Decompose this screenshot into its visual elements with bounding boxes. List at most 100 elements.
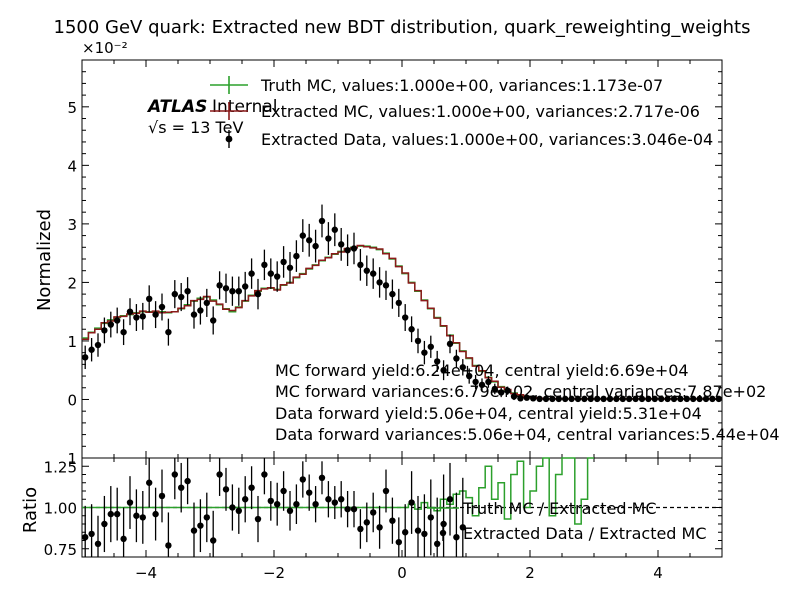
main-data-point <box>683 395 690 403</box>
ratio-data-point <box>178 484 185 491</box>
ratio-data-point <box>408 499 415 506</box>
main-data-point <box>632 395 639 403</box>
x-tick-label: 4 <box>653 564 663 582</box>
ratio-data-point <box>363 519 370 526</box>
ratio-data-point <box>286 507 294 514</box>
ratio-data-point <box>88 530 95 538</box>
main-y-axis-label: Normalized <box>34 209 55 311</box>
main-data-point <box>203 299 210 307</box>
ratio-data-point <box>293 501 300 508</box>
main-data-point <box>613 395 620 403</box>
main-data-point <box>331 226 338 233</box>
main-data-point <box>306 237 313 244</box>
main-data-point <box>587 395 594 403</box>
main-data-point <box>216 282 223 289</box>
main-data-point <box>165 328 172 336</box>
main-data-point <box>267 270 274 277</box>
main-data-point <box>491 385 498 393</box>
main-data-point <box>299 232 306 239</box>
ratio-legend-label: Truth MC / Extracted MC <box>462 499 657 518</box>
ratio-data-point <box>114 510 121 518</box>
main-data-point <box>210 317 217 324</box>
main-data-point <box>242 283 249 290</box>
ratio-data-point <box>229 504 236 511</box>
atlas-branding: ATLAS Internal √s = 13 TeV <box>146 97 278 137</box>
main-data-point <box>402 314 409 321</box>
ratio-data-point <box>350 505 358 513</box>
ratio-data-point <box>389 517 396 524</box>
ratio-data-point <box>203 514 210 521</box>
main-data-point <box>222 285 230 292</box>
x-tick-label: 0 <box>397 564 407 582</box>
y-tick-label: 1 <box>67 450 77 468</box>
main-data-point <box>114 317 121 324</box>
ratio-y-ticks: 0.75 1.00 1.25 <box>44 457 722 559</box>
y-tick-label: 2 <box>67 274 77 292</box>
main-data-point <box>370 270 377 277</box>
ratio-data-point <box>190 527 198 534</box>
main-data-point <box>626 395 633 403</box>
main-data-point <box>594 395 601 403</box>
main-data-point <box>126 308 134 315</box>
main-series <box>82 204 722 403</box>
main-data-point <box>261 261 268 269</box>
main-data-point <box>312 242 319 250</box>
ratio-data-point <box>248 484 255 491</box>
main-data-point <box>274 273 281 280</box>
main-data-point <box>472 378 479 386</box>
ratio-data-point <box>267 497 274 505</box>
ratio-data-point <box>139 514 146 521</box>
annotation-data-variances: Data forward variances:5.06e+04, central… <box>275 425 780 444</box>
main-data-point <box>427 343 434 350</box>
main-data-point <box>600 395 607 403</box>
main-data-point <box>139 313 146 320</box>
ratio-data-point <box>210 537 217 544</box>
main-data-point <box>350 245 358 252</box>
ratio-data-point <box>101 520 108 528</box>
ratio-data-point <box>216 471 223 478</box>
ratio-data-point <box>184 477 191 485</box>
main-data-point <box>709 395 716 403</box>
main-data-point <box>235 287 242 295</box>
y-tick-label: 0 <box>67 391 77 409</box>
main-data-point <box>562 395 569 403</box>
ratio-data-point <box>94 540 102 547</box>
main-data-point <box>101 327 108 334</box>
main-data-point <box>690 395 697 403</box>
main-data-point <box>94 341 102 349</box>
main-data-point <box>510 393 518 400</box>
main-data-point <box>229 287 236 295</box>
main-data-point <box>357 261 364 269</box>
ratio-data-point <box>222 486 230 493</box>
main-data-point <box>517 395 524 402</box>
x-tick-label: −2 <box>263 564 285 582</box>
main-data-point <box>408 326 415 333</box>
ratio-data-point <box>254 515 262 523</box>
main-data-point <box>382 282 390 289</box>
legend-label: Extracted Data, values:1.000e+00, varian… <box>261 130 713 149</box>
main-data-point <box>421 349 428 356</box>
ratio-data-point <box>357 525 364 533</box>
x-tick-label: −4 <box>135 564 157 582</box>
ratio-legend-label: Extracted Data / Extracted MC <box>463 524 707 543</box>
chart-title: 1500 GeV quark: Extracted new BDT distri… <box>54 17 751 38</box>
main-data-point <box>664 395 671 403</box>
ratio-data-point <box>325 496 332 503</box>
ratio-series <box>82 457 594 557</box>
main-data-point <box>133 314 140 321</box>
ratio-x-ticks <box>81 458 723 557</box>
main-data-point <box>498 389 505 396</box>
ratio-data-point <box>312 501 319 508</box>
ratio-data-point <box>82 534 89 541</box>
main-data-point <box>606 395 614 403</box>
ratio-data-point <box>165 542 172 549</box>
yield-annotations: MC forward yield:6.24e+04, central yield… <box>275 361 780 444</box>
main-data-point <box>440 367 447 374</box>
main-data-point <box>434 358 441 365</box>
ratio-data-point <box>446 496 454 503</box>
ratio-data-point <box>107 510 115 518</box>
main-data-point <box>453 355 460 362</box>
ratio-data-point <box>126 499 134 506</box>
main-data-point <box>146 295 153 302</box>
main-data-point <box>466 372 473 380</box>
